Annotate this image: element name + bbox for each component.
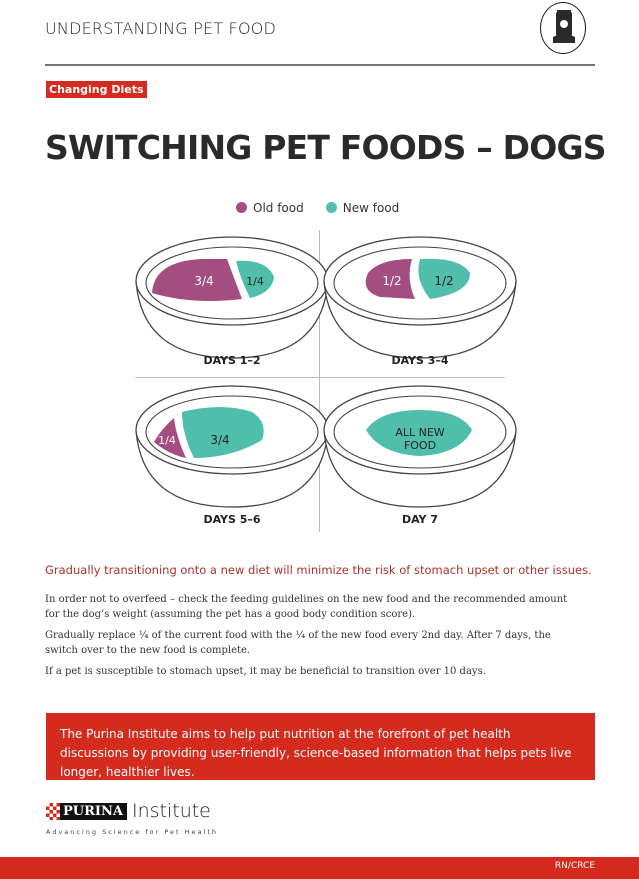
legend-new-food: New food [325,201,400,215]
bowl-label: DAYS 1–2 [203,354,261,367]
new-food-fraction: 1/4 [246,275,264,288]
lead-text: Gradually transitioning onto a new diet … [45,563,592,577]
bowl-label: DAYS 3–4 [391,354,449,367]
bowl-days-3-4: 1/2 1/2 [323,236,517,359]
old-food-portion [152,259,242,301]
bowl-label: DAYS 5–6 [203,513,261,526]
legend-label: New food [342,201,400,215]
bowl-label: DAY 7 [401,513,439,526]
new-food-portion [418,258,470,299]
bowl-days-1-2: 3/4 1/4 [135,236,329,359]
old-food-portion [365,259,415,299]
new-food-portion [236,260,274,298]
new-food-portion [366,410,472,456]
bowl-days-5-6: 1/4 3/4 [135,385,329,508]
old-food-portion [154,418,186,458]
quadrant-divider-horizontal [135,377,505,378]
paragraph: In order not to overfeed – check the fee… [45,594,568,620]
pet-food-bag-icon [540,2,586,54]
bowl-day-7: ALL NEW FOOD [323,385,517,508]
paragraph: If a pet is susceptible to stomach upset… [45,666,486,677]
section-title: UNDERSTANDING PET FOOD [45,19,277,38]
brand-suffix: Institute [131,800,211,822]
legend-label: Old food [253,201,304,215]
new-food-label: FOOD [404,439,436,452]
old-food-fraction: 1/4 [158,434,176,447]
new-food-fraction: 3/4 [210,433,229,447]
new-food-fraction: 1/2 [434,274,453,288]
old-food-fraction: 1/2 [382,274,401,288]
old-food-fraction: 3/4 [194,274,213,288]
purina-institute-logo: PURINA Institute Advancing Science for P… [46,800,218,836]
footer-bar: RN/CRCE [0,857,639,879]
brand-name: PURINA [63,803,123,819]
checkerboard-icon [46,802,60,820]
paragraph: Gradually replace ¼ of the current food … [45,630,551,656]
old-food-swatch [236,202,247,213]
new-food-portion [182,407,264,458]
header-divider [45,64,595,66]
body-text: In order not to overfeed – check the fee… [45,592,580,685]
brand-tagline: Advancing Science for Pet Health [46,828,219,836]
legend-old-food: Old food [236,201,304,215]
new-food-swatch [325,202,337,213]
page-title: SWITCHING PET FOODS – DOGS [45,128,607,167]
mission-banner: The Purina Institute aims to help put nu… [46,713,595,780]
document-code: RN/CRCE [554,861,595,871]
legend: Old food New food [236,201,399,215]
category-tag: Changing Diets [46,81,147,98]
new-food-label: ALL NEW [395,426,444,439]
quadrant-divider-vertical [319,230,320,532]
